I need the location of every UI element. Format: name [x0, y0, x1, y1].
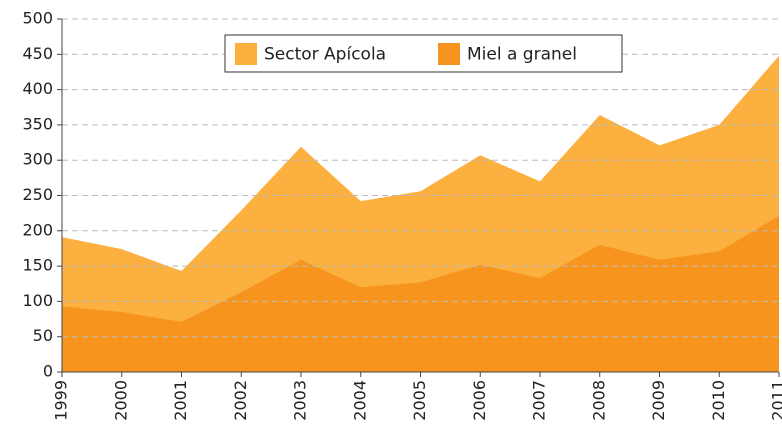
- legend-box: [224, 34, 623, 73]
- x-tick-label: 2005: [410, 380, 429, 421]
- y-tick-label: 450: [22, 44, 53, 63]
- x-tick-label: 2004: [350, 380, 369, 421]
- y-tick-label: 250: [22, 185, 53, 204]
- legend-swatch: [438, 43, 460, 65]
- x-tick-label: 2011: [769, 380, 782, 421]
- x-tick-label: 2009: [649, 380, 668, 421]
- y-tick-label: 200: [22, 220, 53, 239]
- x-tick-label: 2000: [111, 380, 130, 421]
- x-tick-label: 2008: [589, 380, 608, 421]
- x-tick-label: 1999: [52, 380, 71, 421]
- legend-label: Miel a granel: [467, 45, 577, 65]
- legend-swatch: [235, 43, 257, 65]
- y-tick-label: 500: [22, 9, 53, 28]
- y-tick-label: 150: [22, 256, 53, 275]
- legend-label: Sector Apícola: [264, 45, 386, 65]
- y-tick-label: 0: [43, 362, 53, 381]
- x-tick-label: 2003: [291, 380, 310, 421]
- x-tick-label: 2007: [530, 380, 549, 421]
- y-tick-label: 100: [22, 291, 53, 310]
- x-tick-label: 2001: [171, 380, 190, 421]
- y-tick-label: 300: [22, 150, 53, 169]
- x-tick-label: 2006: [470, 380, 489, 421]
- y-tick-label: 400: [22, 79, 53, 98]
- y-tick-label: 50: [33, 326, 53, 345]
- area: [62, 215, 779, 372]
- x-tick-label: 2002: [231, 380, 250, 421]
- y-tick-label: 350: [22, 114, 53, 133]
- x-tick-label: 2010: [709, 380, 728, 421]
